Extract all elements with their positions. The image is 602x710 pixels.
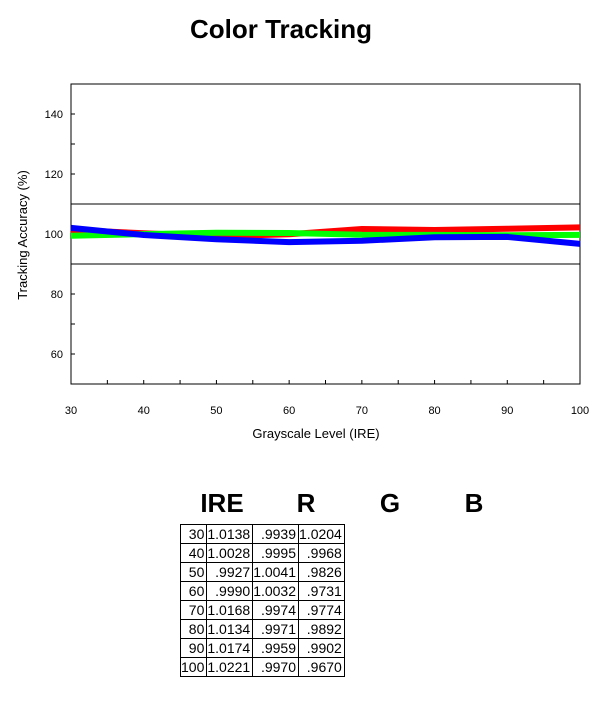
table-cell: .9970 — [252, 657, 300, 677]
table-cell: .9731 — [298, 581, 345, 601]
table-header-b: B — [464, 488, 484, 518]
table-cell: .9939 — [252, 524, 300, 544]
table-row: 40 1.0028.9995.9968 — [179, 543, 345, 563]
y-tick-label: 100 — [45, 229, 63, 241]
table-cell: 1.0174 — [206, 638, 254, 658]
x-tick-label: 60 — [283, 405, 295, 417]
y-tick-label: 120 — [45, 169, 63, 181]
table-cell: 1.0041 — [252, 562, 300, 582]
table-cell: .9892 — [298, 619, 345, 639]
table-cell: 50 — [179, 562, 208, 582]
table-cell: .9927 — [206, 562, 254, 582]
y-tick-label: 140 — [45, 109, 63, 121]
table-cell: .9670 — [298, 657, 345, 677]
table-row: 60.9990 1.0032.9731 — [179, 581, 345, 601]
table-row: 70 1.0168.9974.9774 — [179, 600, 345, 620]
table-cell: 1.0168 — [206, 600, 254, 620]
x-tick-label: 90 — [501, 405, 513, 417]
table-cell: .9990 — [206, 581, 254, 601]
table-row: 50.9927 1.0041.9826 — [179, 562, 345, 582]
x-tick-label: 80 — [428, 405, 440, 417]
table-cell: 100 — [179, 657, 208, 677]
table-cell: 40 — [179, 543, 208, 563]
table-row: 30 1.0138.9939 1.0204 — [179, 524, 345, 544]
table-cell: 1.0204 — [298, 524, 345, 544]
table-header-r: R — [296, 488, 316, 518]
color-tracking-chart: 60 80 100 120 140 30 40 50 60 70 80 90 100 Grayscal… — [15, 83, 589, 441]
table-cell: 90 — [179, 638, 208, 658]
tracking-data-table: 30 1.0138.9939 1.0204 40 1.0028.9995.9968 50.… — [179, 524, 345, 677]
table-header-ire: IRE — [200, 488, 244, 518]
x-tick-label: 100 — [571, 405, 589, 417]
table-cell: 1.0134 — [206, 619, 254, 639]
y-tick-label: 60 — [51, 349, 63, 361]
y-axis-title: Tracking Accuracy (%) — [15, 170, 30, 300]
table-cell: 1.0028 — [206, 543, 254, 563]
x-tick-label: 50 — [210, 405, 222, 417]
table-header-g: G — [379, 488, 401, 518]
table-row: 90 1.0174.9959.9902 — [179, 638, 345, 658]
table-row: 100 1.0221.9970.9670 — [179, 657, 345, 677]
x-tick-label: 70 — [356, 405, 368, 417]
y-tick-label: 80 — [51, 289, 63, 301]
table-cell: 80 — [179, 619, 208, 639]
table-cell: .9826 — [298, 562, 345, 582]
table-cell: .9971 — [252, 619, 300, 639]
table-cell: .9968 — [298, 543, 345, 563]
table-row: 80 1.0134.9971.9892 — [179, 619, 345, 639]
table-cell: .9995 — [252, 543, 300, 563]
table-cell: .9902 — [298, 638, 345, 658]
x-tick-label: 40 — [138, 405, 150, 417]
table-cell: 60 — [179, 581, 208, 601]
table-cell: .9959 — [252, 638, 300, 658]
table-cell: 1.0221 — [206, 657, 254, 677]
table-cell: .9774 — [298, 600, 345, 620]
table-cell: 30 — [179, 524, 208, 544]
table-cell: 1.0032 — [252, 581, 300, 601]
x-tick-label: 30 — [65, 405, 77, 417]
chart-title: Color Tracking — [189, 14, 373, 44]
table-cell: 1.0138 — [206, 524, 254, 544]
series-line-blue — [70, 224, 581, 247]
table-cell: .9974 — [252, 600, 300, 620]
x-axis-title: Grayscale Level (IRE) — [252, 426, 379, 441]
table-cell: 70 — [179, 600, 208, 620]
